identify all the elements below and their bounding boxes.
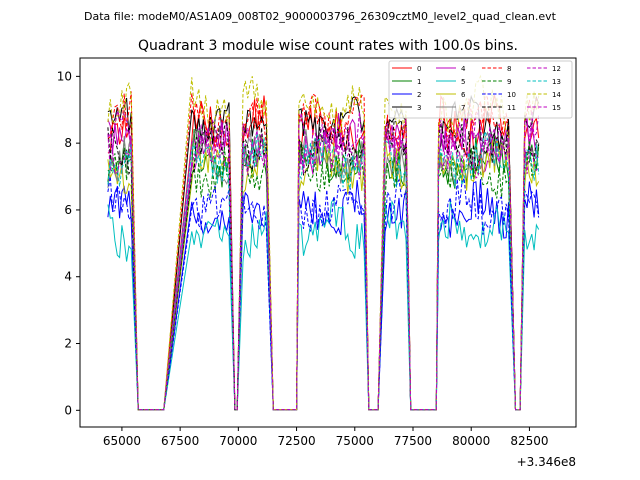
y-tick-label: 6 bbox=[64, 203, 72, 217]
y-tick-label: 8 bbox=[64, 136, 72, 150]
y-tick-label: 10 bbox=[57, 69, 72, 83]
x-tick-label: 80000 bbox=[452, 434, 490, 448]
legend-label-12: 12 bbox=[552, 65, 561, 73]
series-layer bbox=[107, 74, 540, 411]
legend-label-4: 4 bbox=[461, 65, 466, 73]
legend-label-3: 3 bbox=[417, 104, 421, 112]
legend-label-7: 7 bbox=[461, 104, 465, 112]
series-line-1 bbox=[107, 128, 540, 411]
y-axis: 0 2 4 6 8 10 bbox=[57, 69, 80, 417]
legend-label-8: 8 bbox=[507, 65, 511, 73]
legend-label-5: 5 bbox=[461, 78, 465, 86]
legend-label-13: 13 bbox=[552, 78, 561, 86]
series-line-5 bbox=[107, 197, 540, 411]
legend-label-2: 2 bbox=[417, 91, 421, 99]
x-tick-label: 70000 bbox=[219, 434, 257, 448]
x-tick-label: 77500 bbox=[394, 434, 432, 448]
legend-label-6: 6 bbox=[461, 91, 466, 99]
legend-label-9: 9 bbox=[507, 78, 511, 86]
figure-suptitle: Data file: modeM0/AS1A09_008T02_90000037… bbox=[84, 10, 557, 23]
series-line-12 bbox=[107, 118, 540, 411]
series-line-15 bbox=[107, 109, 540, 411]
x-tick-label: 65000 bbox=[103, 434, 141, 448]
legend-label-0: 0 bbox=[417, 65, 421, 73]
series-line-14 bbox=[107, 74, 540, 411]
x-tick-label: 82500 bbox=[510, 434, 548, 448]
x-axis: 65000 67500 70000 72500 75000 77500 80000 82500 bbox=[103, 427, 549, 448]
legend-label-15: 15 bbox=[552, 104, 561, 112]
legend-label-14: 14 bbox=[552, 91, 561, 99]
legend-frame bbox=[388, 60, 573, 119]
series-line-10 bbox=[107, 176, 540, 411]
x-tick-label: 75000 bbox=[336, 434, 374, 448]
series-line-9 bbox=[107, 139, 540, 411]
y-tick-label: 2 bbox=[64, 337, 72, 351]
y-tick-label: 4 bbox=[64, 270, 72, 284]
series-line-2 bbox=[107, 179, 540, 411]
legend-label-1: 1 bbox=[417, 78, 421, 86]
chart-title: Quadrant 3 module wise count rates with … bbox=[138, 38, 518, 54]
x-tick-label: 72500 bbox=[277, 434, 315, 448]
legend-label-10: 10 bbox=[507, 91, 516, 99]
x-tick-label: 67500 bbox=[161, 434, 199, 448]
y-tick-label: 0 bbox=[64, 403, 72, 417]
axes-frame bbox=[79, 57, 577, 428]
series-line-11 bbox=[107, 117, 540, 411]
legend-label-11: 11 bbox=[507, 104, 516, 112]
x-offset-label: +3.346e8 bbox=[517, 455, 576, 469]
